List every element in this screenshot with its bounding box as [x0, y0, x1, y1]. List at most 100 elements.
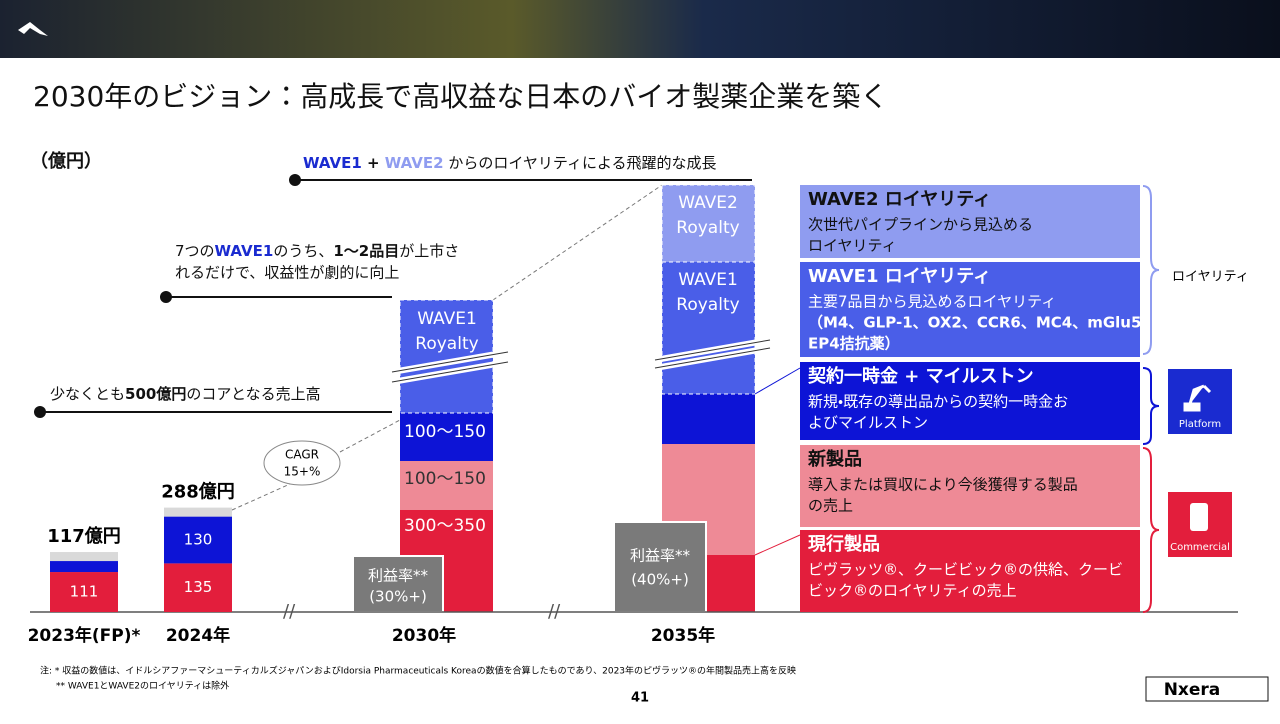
connector	[754, 534, 801, 556]
royalty: WAVE1	[417, 309, 477, 329]
legend-text: （M4、GLP-1、OX2、CCR6、MC4、mGlu5、	[808, 314, 1156, 332]
legend-title: WAVE2 ロイヤリティ	[808, 189, 991, 210]
bar-label: 130	[184, 531, 213, 549]
icon-box	[1168, 369, 1232, 434]
headline: WAVE1 + WAVE2 からのロイヤリティによる飛躍的な成長	[303, 154, 717, 172]
banner-logo	[18, 22, 48, 36]
royalty: Royalty	[415, 334, 478, 354]
icon	[1190, 503, 1208, 531]
legend-text: ロイヤリティ	[808, 237, 897, 255]
bar-segment	[164, 563, 232, 612]
segment	[400, 461, 493, 510]
trend	[339, 419, 401, 453]
segment	[661, 184, 756, 263]
royalty: WAVE2	[678, 193, 738, 213]
legend-text: 導入または買収により今後獲得する製品	[808, 476, 1078, 494]
axis-break: //	[548, 601, 561, 622]
connector	[754, 367, 801, 395]
text-part: 1〜2品目	[333, 242, 399, 260]
footnote: 注: * 収益の数値は、イドルシアファーマシューティカルズジャパンおよびIdor…	[40, 665, 796, 677]
bar-segment	[164, 516, 232, 564]
legend-panel	[800, 262, 1140, 357]
unit: （億円）	[30, 150, 102, 172]
axis-break: //	[283, 601, 296, 622]
icon-label: Platform	[1179, 419, 1221, 430]
page-number: 41	[631, 691, 649, 706]
trend	[492, 184, 663, 301]
break	[654, 339, 771, 369]
margin-box	[613, 521, 707, 613]
year: 2035年	[651, 625, 715, 646]
segment	[662, 394, 755, 444]
cagr-bubble	[263, 440, 341, 486]
legend-text: 次世代パイプラインから見込める	[808, 216, 1033, 234]
text-part: 少なくとも	[50, 385, 125, 403]
year: 2023年(FP)*	[28, 625, 141, 646]
text-part: 7つの	[175, 242, 215, 260]
bar-segment	[50, 572, 118, 612]
legend-panel	[800, 185, 1140, 258]
trend	[231, 483, 291, 511]
margin: (40%+)	[631, 571, 689, 589]
royalty: Royalty	[676, 295, 739, 315]
year: 2030年	[392, 625, 456, 646]
title: 2030年のビジョン：高成長で高収益な日本のバイオ製薬企業を築く	[33, 80, 888, 113]
wave2: WAVE2	[385, 154, 444, 172]
margin: (30%+)	[369, 588, 427, 606]
segment	[400, 413, 493, 461]
legend-text: の売上	[808, 497, 853, 515]
segment	[661, 261, 756, 395]
text-part: のうち、	[273, 242, 333, 260]
icon-label: Commercial	[1170, 542, 1230, 553]
year: 2024年	[166, 625, 230, 646]
footnote: ** WAVE1とWAVE2のロイヤリティは除外	[56, 680, 229, 692]
royalty: Royalty	[676, 218, 739, 238]
bar-total: 117億円	[47, 525, 121, 547]
royalty: WAVE1	[678, 270, 738, 290]
legend-text: ピヴラッツ®、クービビック®の供給、クービ	[808, 561, 1123, 579]
legend-title: 現行製品	[808, 533, 880, 555]
text-part: 500億円	[125, 385, 186, 403]
legend-title: 新製品	[807, 448, 862, 470]
break	[391, 351, 509, 383]
bar-cap	[50, 552, 118, 562]
legend-panel	[800, 530, 1140, 612]
banner	[0, 0, 1280, 58]
legend-title: WAVE1 ロイヤリティ	[808, 266, 991, 287]
bar-segment	[50, 561, 118, 573]
text-part: WAVE1	[215, 242, 274, 260]
plus: +	[362, 154, 385, 172]
brace	[1142, 185, 1160, 355]
side-label: ロイヤリティ	[1172, 270, 1249, 285]
margin: 利益率**	[368, 567, 429, 585]
legend-panel	[800, 445, 1140, 527]
margin-box	[352, 555, 444, 613]
headline-text: からのロイヤリティによる飛躍的な成長	[444, 154, 717, 172]
callout: れるだけで、収益性が劇的に向上	[175, 264, 399, 282]
callout: 少なくとも500億円のコアとなる売上高	[50, 385, 321, 403]
bar-cap	[164, 507, 232, 517]
bar-label: 135	[184, 578, 213, 596]
brace	[1142, 447, 1160, 613]
brace	[1142, 367, 1160, 445]
legend-text: ビック®のロイヤリティの売上	[808, 582, 1017, 600]
wave1: WAVE1	[303, 154, 362, 172]
cagr: CAGR	[285, 448, 319, 462]
text-part: のコアとなる売上高	[186, 385, 320, 403]
margin: 利益率**	[630, 547, 691, 565]
cagr: 15+%	[284, 465, 321, 479]
icon	[1183, 384, 1212, 412]
logo-box	[1145, 676, 1269, 702]
legend-text: 主要7品目から見込めるロイヤリティ	[808, 293, 1056, 311]
legend-text: EP4拮抗薬）	[808, 335, 900, 353]
legend-title: 契約一時金 + マイルストン	[808, 365, 1034, 387]
bar-label: 111	[70, 583, 99, 601]
legend-panel	[800, 362, 1140, 440]
legend-text: よびマイルストン	[808, 414, 928, 432]
bar-total: 288億円	[161, 481, 235, 503]
range: 100〜150	[404, 469, 486, 489]
legend-text: 新規・既存の導出品からの契約一時金お	[808, 393, 1068, 411]
